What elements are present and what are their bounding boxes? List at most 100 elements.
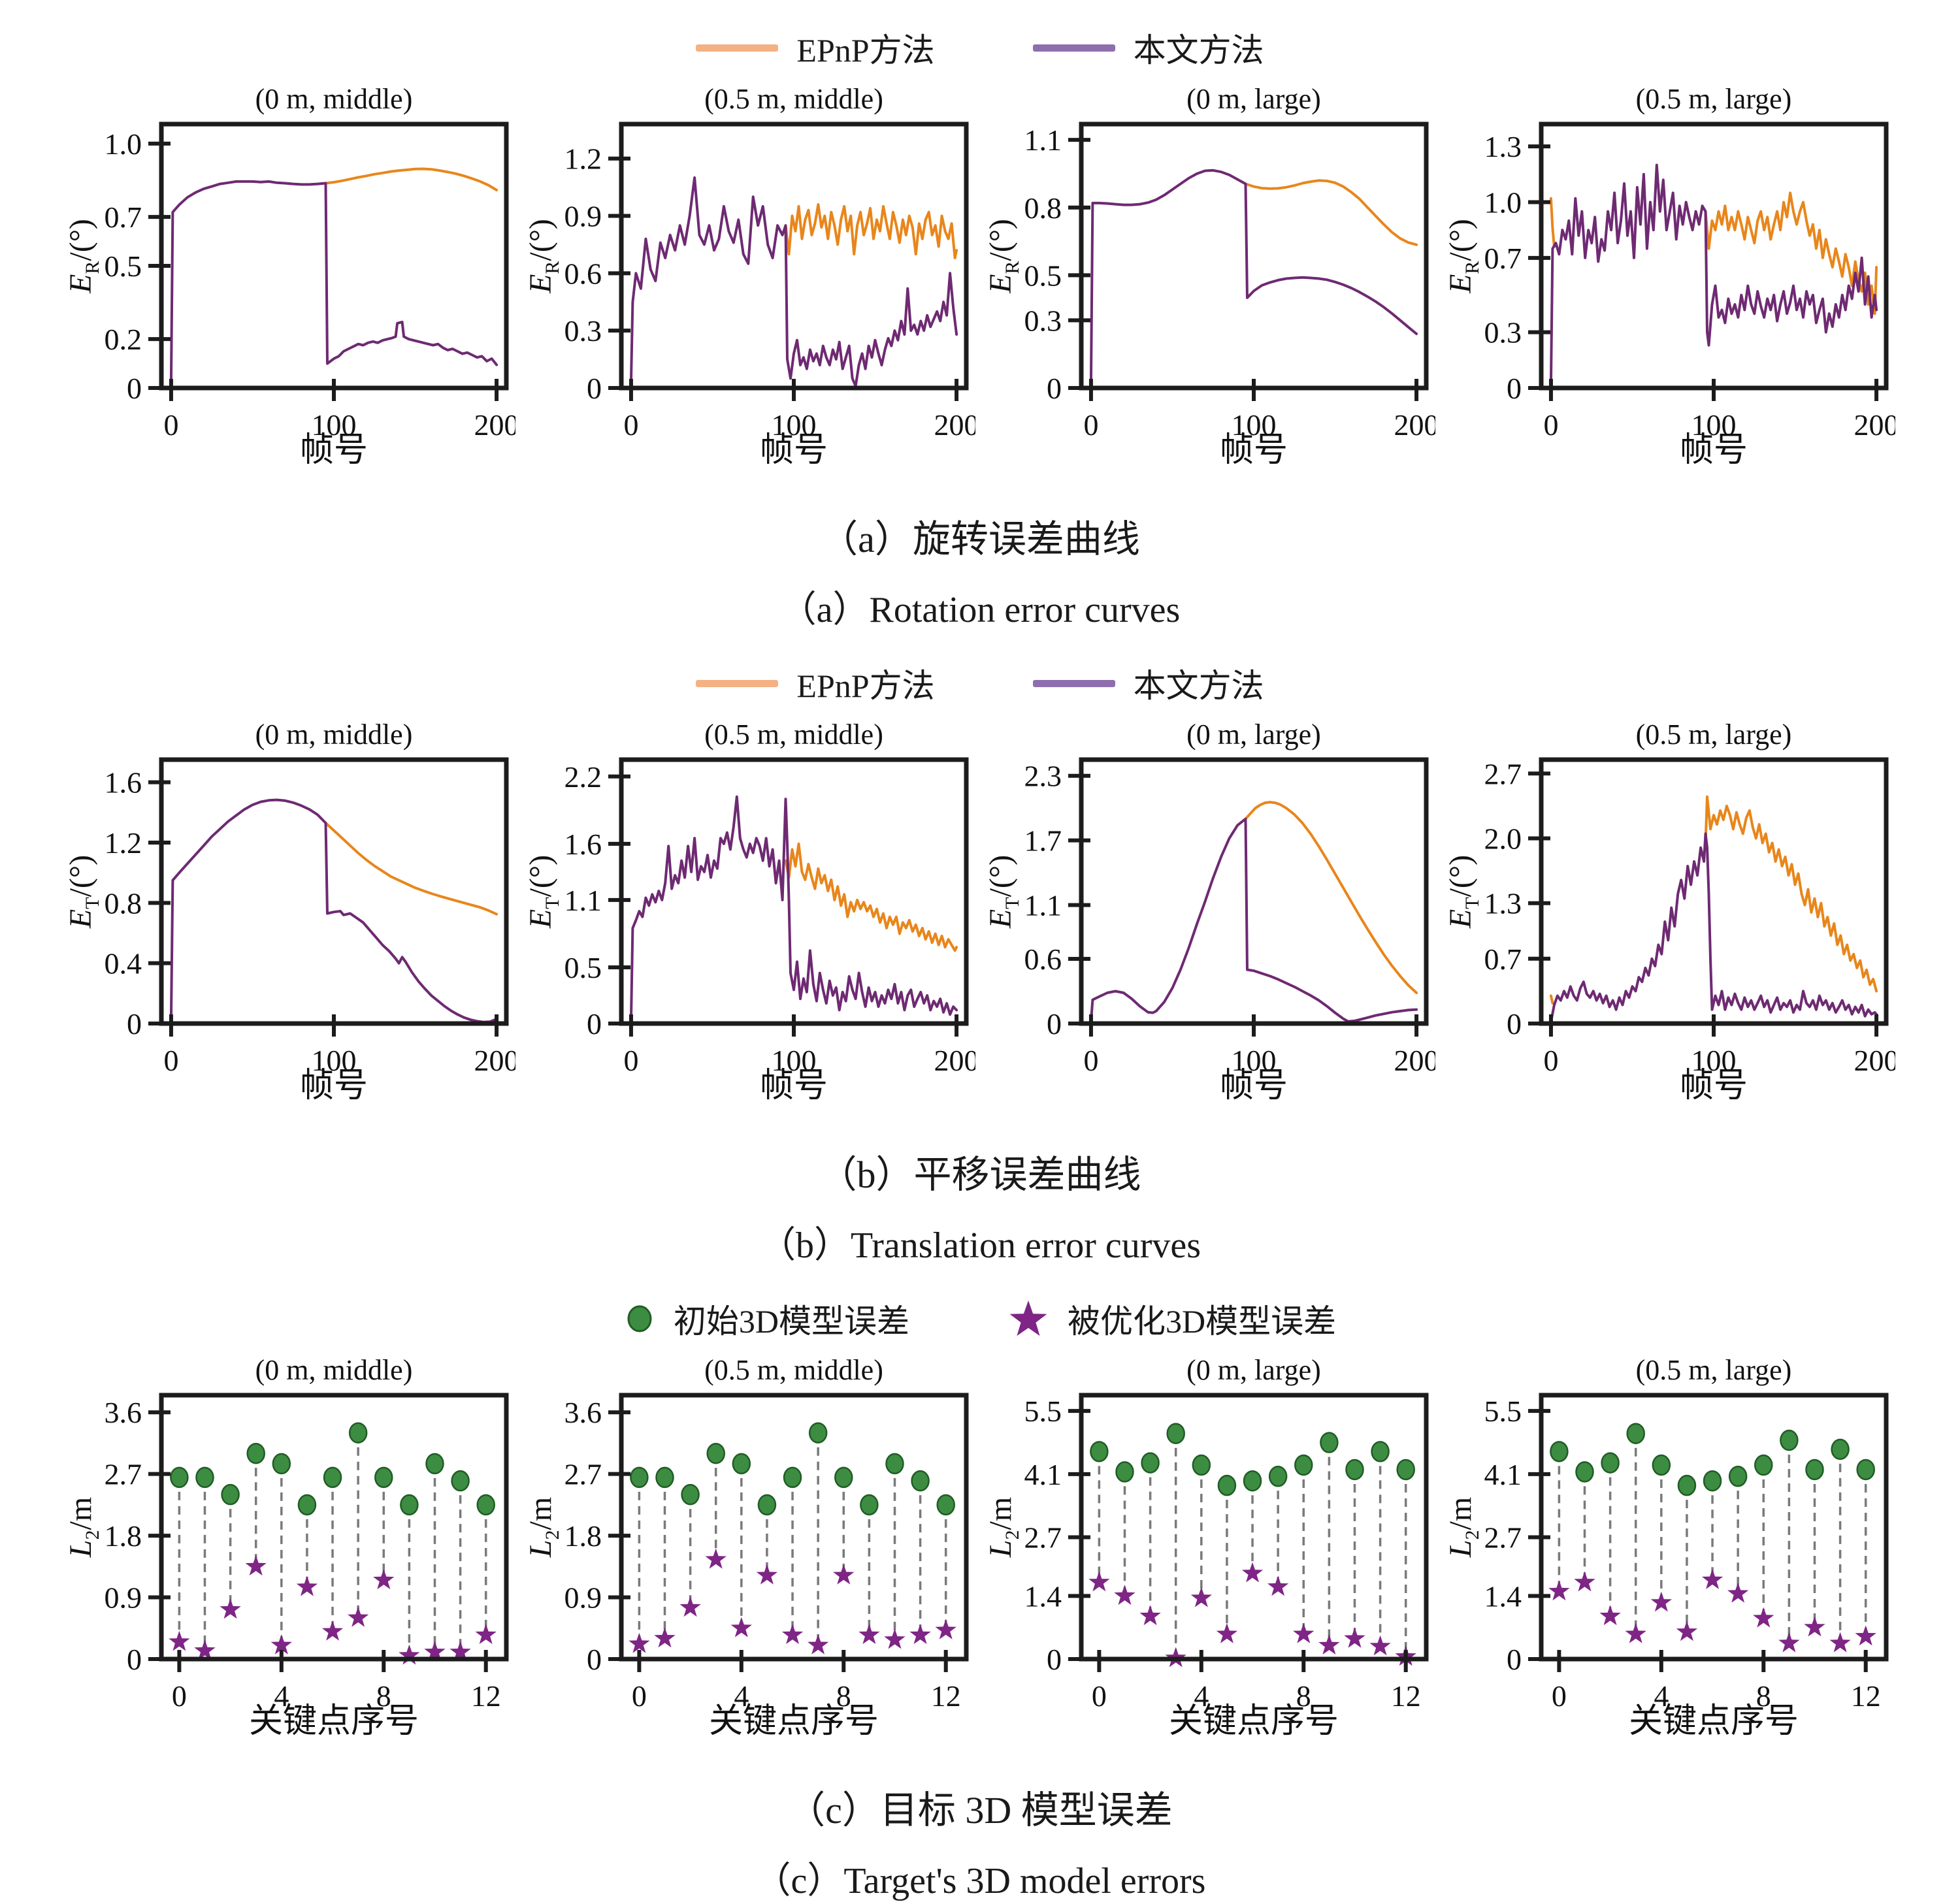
svg-text:1.4: 1.4 (1024, 1579, 1062, 1613)
svg-text:0: 0 (632, 1679, 647, 1713)
svg-text:1.0: 1.0 (105, 127, 142, 161)
legend-translation: EPnP方法 本文方法 (0, 655, 1960, 711)
chart-translation-0m-large: 0 100 200 0 0.6 1.1 1.7 2.3 (0 m, large) 帧号 ET/(°) (985, 718, 1435, 1105)
svg-text:0: 0 (1552, 1679, 1567, 1713)
svg-text:帧号: 帧号 (300, 1067, 368, 1105)
charts-row-translation: 0 100 200 0 0.4 0.8 1.2 1.6 (0 m, middle) 帧号 ET/(°… (0, 715, 1960, 1107)
svg-text:2.7: 2.7 (1484, 757, 1522, 790)
svg-text:0: 0 (587, 1007, 602, 1041)
legend-label: 初始3D模型误差 (673, 1303, 909, 1340)
svg-text:(0.5 m, large): (0.5 m, large) (1636, 83, 1792, 115)
svg-text:(0 m, large): (0 m, large) (1186, 83, 1321, 115)
chart-translation-05m-large: 0 100 200 0 0.7 1.3 2.0 2.7 (0.5 m, large) 帧号 ET/(… (1445, 718, 1895, 1105)
svg-text:200: 200 (1394, 1044, 1435, 1077)
caption-a-en: （a）Rotation error curves (779, 590, 1181, 630)
svg-text:关键点序号: 关键点序号 (249, 1703, 419, 1740)
charts-row-rotation: 0 100 200 0 0.2 0.5 0.7 1.0 (0 m, middle) 帧号 ER/(°… (0, 80, 1960, 472)
svg-text:0.9: 0.9 (564, 200, 602, 233)
svg-text:1.0: 1.0 (1484, 186, 1522, 219)
svg-text:3.6: 3.6 (564, 1396, 602, 1429)
svg-text:帧号: 帧号 (1220, 432, 1288, 469)
caption-c-en: （c）Target's 3D model errors (754, 1861, 1206, 1901)
legend-item: 本文方法 (1032, 660, 1264, 707)
svg-text:0.5: 0.5 (564, 951, 602, 984)
caption-b-zh: （b）平移误差曲线 (819, 1154, 1141, 1196)
svg-text:帧号: 帧号 (1680, 1067, 1748, 1105)
svg-text:2.7: 2.7 (564, 1458, 602, 1491)
svg-text:4: 4 (734, 1679, 749, 1713)
svg-text:100: 100 (772, 408, 817, 442)
svg-text:0: 0 (587, 372, 602, 405)
svg-text:ET/(°): ET/(°) (1445, 855, 1483, 929)
legend-item: 初始3D模型误差 (624, 1295, 909, 1342)
svg-text:ER/(°): ER/(°) (65, 219, 103, 294)
svg-text:(0.5 m, middle): (0.5 m, middle) (704, 718, 883, 750)
svg-text:关键点序号: 关键点序号 (709, 1703, 879, 1740)
svg-text:0.8: 0.8 (105, 886, 142, 920)
svg-text:0.3: 0.3 (1484, 316, 1522, 349)
svg-text:200: 200 (1854, 1044, 1895, 1077)
svg-text:1.6: 1.6 (105, 766, 142, 799)
svg-text:0: 0 (1092, 1679, 1107, 1713)
svg-text:ET/(°): ET/(°) (65, 855, 103, 929)
svg-text:5.5: 5.5 (1484, 1395, 1522, 1428)
chart-model-0m-middle: 0 4 8 12 0 0.9 1.8 2.7 3.6 (0 m, middle) 关键点序号 L2/m (65, 1354, 509, 1740)
svg-text:(0 m, middle): (0 m, middle) (255, 83, 413, 115)
svg-text:1.1: 1.1 (564, 884, 602, 917)
svg-text:1.2: 1.2 (564, 142, 602, 176)
svg-text:0: 0 (1047, 1007, 1062, 1041)
svg-text:0: 0 (1543, 1044, 1558, 1077)
svg-text:(0 m, large): (0 m, large) (1186, 718, 1321, 750)
svg-text:1.3: 1.3 (1484, 130, 1522, 163)
svg-text:1.2: 1.2 (105, 826, 142, 860)
svg-text:0: 0 (1047, 372, 1062, 405)
chart-rotation-05m-large: 0 100 200 0 0.3 0.7 1.0 1.3 (0.5 m, large) 帧号 ER/(… (1445, 83, 1895, 469)
section-model-errors: 初始3D模型误差 被优化3D模型误差 0 4 8 12 0 0.9 1.8 2.7 3.6 (0 m… (0, 1268, 1960, 1904)
svg-text:(0.5 m, middle): (0.5 m, middle) (704, 83, 883, 115)
svg-text:2.7: 2.7 (1024, 1521, 1062, 1555)
svg-text:12: 12 (1391, 1679, 1421, 1713)
svg-text:8: 8 (836, 1679, 851, 1713)
chart-translation-0m-middle: 0 100 200 0 0.4 0.8 1.2 1.6 (0 m, middle) 帧号 ET/(°… (65, 718, 515, 1105)
svg-text:200: 200 (474, 1044, 515, 1077)
svg-text:L2/m: L2/m (65, 1497, 103, 1558)
svg-text:帧号: 帧号 (1680, 432, 1748, 469)
legend-label: 本文方法 (1133, 668, 1264, 704)
svg-text:0: 0 (1507, 1643, 1522, 1676)
chart-rotation-0m-large: 0 100 200 0 0.3 0.5 0.8 1.1 (0 m, large) 帧号 ER/(°) (985, 83, 1435, 469)
legend-label: 被优化3D模型误差 (1068, 1303, 1337, 1340)
svg-text:100: 100 (1691, 408, 1737, 442)
svg-text:ET/(°): ET/(°) (525, 855, 563, 929)
svg-text:200: 200 (1394, 408, 1435, 442)
svg-text:5.5: 5.5 (1024, 1395, 1062, 1428)
svg-text:0: 0 (127, 1007, 142, 1041)
chart-rotation-05m-middle: 0 100 200 0 0.3 0.6 0.9 1.2 (0.5 m, middle) 帧号 ER/… (525, 83, 975, 469)
legend-item: 本文方法 (1032, 24, 1264, 71)
caption-a-zh: （a）旋转误差曲线 (820, 518, 1140, 560)
svg-text:0.4: 0.4 (105, 947, 142, 980)
svg-text:0.5: 0.5 (105, 250, 142, 283)
svg-text:100: 100 (772, 1044, 817, 1077)
svg-text:0: 0 (163, 408, 178, 442)
svg-text:8: 8 (376, 1679, 391, 1713)
svg-text:(0 m, large): (0 m, large) (1186, 1354, 1321, 1386)
svg-text:0.6: 0.6 (564, 257, 602, 290)
svg-text:1.3: 1.3 (1484, 887, 1522, 920)
svg-text:0: 0 (587, 1643, 602, 1676)
svg-text:(0.5 m, large): (0.5 m, large) (1636, 1354, 1792, 1386)
svg-text:1.8: 1.8 (105, 1519, 142, 1553)
legend-rotation: EPnP方法 本文方法 (0, 20, 1960, 76)
svg-text:100: 100 (1691, 1044, 1737, 1077)
svg-text:ER/(°): ER/(°) (985, 219, 1023, 294)
legend-item: EPnP方法 (696, 660, 935, 707)
svg-text:0.8: 0.8 (1024, 191, 1062, 225)
svg-text:关键点序号: 关键点序号 (1169, 1703, 1339, 1740)
svg-text:0: 0 (623, 408, 638, 442)
charts-row-model-errors: 0 4 8 12 0 0.9 1.8 2.7 3.6 (0 m, middle) 关键点序号 L2/m… (0, 1351, 1960, 1743)
legend-star-marker (1009, 1300, 1047, 1336)
svg-text:0.9: 0.9 (564, 1581, 602, 1615)
svg-text:100: 100 (1232, 408, 1277, 442)
svg-text:4.1: 4.1 (1024, 1458, 1062, 1491)
svg-text:(0.5 m, large): (0.5 m, large) (1636, 718, 1792, 750)
svg-text:(0.5 m, middle): (0.5 m, middle) (704, 1354, 883, 1386)
